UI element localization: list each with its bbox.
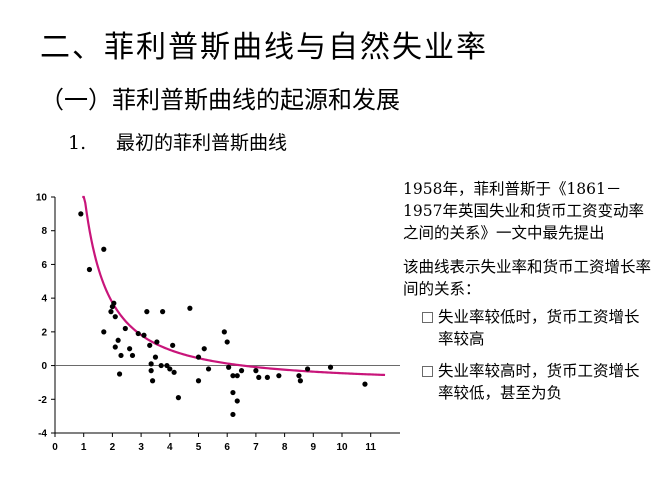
data-point xyxy=(264,374,270,380)
y-tick-label: -4 xyxy=(38,429,47,440)
scatter-points xyxy=(78,211,368,418)
data-point xyxy=(154,339,160,345)
data-point xyxy=(149,378,156,384)
data-point xyxy=(116,371,123,377)
data-point xyxy=(234,398,240,404)
x-tick-label: 10 xyxy=(336,442,348,453)
data-point xyxy=(158,362,164,369)
data-point xyxy=(327,364,334,370)
data-point xyxy=(297,378,303,384)
section-heading: 1. 最初的菲利普斯曲线 xyxy=(68,128,287,155)
data-point xyxy=(127,346,133,352)
y-tick-label: 8 xyxy=(41,226,47,237)
bullet-low-unemployment: 失业率较低时，货币工资增长率较高 xyxy=(422,306,653,350)
data-point xyxy=(122,325,128,332)
bullet-text: 失业率较高时，货币工资增长率较低，甚至为负 xyxy=(438,362,640,402)
y-tick-label: 6 xyxy=(41,260,47,271)
data-point xyxy=(234,373,240,379)
x-tick-label: 7 xyxy=(253,442,259,453)
section-number: 1. xyxy=(68,132,87,154)
data-point xyxy=(144,309,150,315)
description-origin: 1958年，菲利普斯于《1861－1957年英国失业和货币工资变动率之间的关系》… xyxy=(403,180,644,242)
x-tick-label: 2 xyxy=(110,442,116,453)
data-point xyxy=(201,346,207,352)
data-point xyxy=(253,368,259,374)
data-point xyxy=(175,395,182,401)
x-tick-label: 6 xyxy=(224,442,230,453)
data-point xyxy=(101,329,107,335)
data-point xyxy=(118,352,124,359)
data-point xyxy=(115,337,121,343)
data-point xyxy=(205,366,212,372)
bullet-text: 失业率较低时，货币工资增长率较高 xyxy=(438,308,640,348)
phillips-curve-chart: 10 8 6 4 2 0 -2 -4 0 1 2 3 4 5 6 7 8 9 10 11 xyxy=(36,193,400,453)
data-point xyxy=(256,374,262,380)
data-point xyxy=(224,339,230,345)
data-point xyxy=(276,373,282,379)
data-point xyxy=(195,378,202,384)
data-point xyxy=(226,364,232,370)
x-tick-label: 11 xyxy=(365,442,376,453)
x-tick-label: 9 xyxy=(311,442,317,453)
data-point xyxy=(112,344,118,350)
data-point xyxy=(111,300,117,306)
square-bullet-icon xyxy=(422,312,433,323)
x-tick-label: 8 xyxy=(282,442,288,453)
data-point xyxy=(135,330,141,337)
data-point xyxy=(195,354,202,360)
square-bullet-icon xyxy=(422,366,433,377)
description-relationship: 该曲线表示失业率和货币工资增长率间的关系： xyxy=(403,258,652,298)
data-point xyxy=(129,352,136,359)
phillips-curve-line xyxy=(82,195,386,377)
data-point xyxy=(86,266,93,273)
data-point xyxy=(230,389,236,396)
y-tick-label: -2 xyxy=(38,395,47,406)
data-point xyxy=(230,373,236,379)
data-point xyxy=(230,411,236,418)
data-point xyxy=(362,381,368,387)
y-tick-label: 10 xyxy=(36,193,48,204)
x-tick-label: 5 xyxy=(196,442,202,453)
data-point xyxy=(101,246,107,252)
data-point xyxy=(221,329,227,335)
data-point xyxy=(152,354,159,360)
description-panel: 1958年，菲利普斯于《1861－1957年英国失业和货币工资变动率之间的关系》… xyxy=(403,178,653,414)
data-point xyxy=(171,369,177,375)
data-point xyxy=(148,361,154,367)
y-tick-label: 2 xyxy=(41,327,47,338)
data-point xyxy=(148,368,154,374)
data-point xyxy=(108,309,114,315)
data-point xyxy=(78,211,84,217)
data-point xyxy=(141,332,147,338)
x-tick-label: 3 xyxy=(138,442,144,453)
data-point xyxy=(238,368,245,374)
x-tick-label: 4 xyxy=(167,442,173,453)
x-tick-label: 0 xyxy=(52,442,58,453)
slide-title: 二、菲利普斯曲线与自然失业率 xyxy=(40,30,488,65)
data-point xyxy=(147,342,153,348)
data-point xyxy=(167,366,173,372)
y-tick-label: 4 xyxy=(41,294,47,305)
section-title: 最初的菲利普斯曲线 xyxy=(116,132,288,154)
data-point xyxy=(296,373,302,379)
chart-axes: 10 8 6 4 2 0 -2 -4 0 1 2 3 4 5 6 7 8 9 10 11 xyxy=(36,193,400,453)
data-point xyxy=(112,314,118,320)
data-point xyxy=(170,342,176,348)
data-point xyxy=(160,309,166,315)
data-point xyxy=(304,366,311,372)
slide-subtitle: （一）菲利普斯曲线的起源和发展 xyxy=(40,86,400,114)
phillips-curve-line-group xyxy=(82,195,386,377)
x-tick-label: 1 xyxy=(81,442,87,453)
y-tick-label: 0 xyxy=(41,361,47,372)
data-point xyxy=(187,305,193,311)
bullet-high-unemployment: 失业率较高时，货币工资增长率较低，甚至为负 xyxy=(422,360,653,404)
description-bullets: 失业率较低时，货币工资增长率较高 失业率较高时，货币工资增长率较低，甚至为负 xyxy=(422,306,653,404)
